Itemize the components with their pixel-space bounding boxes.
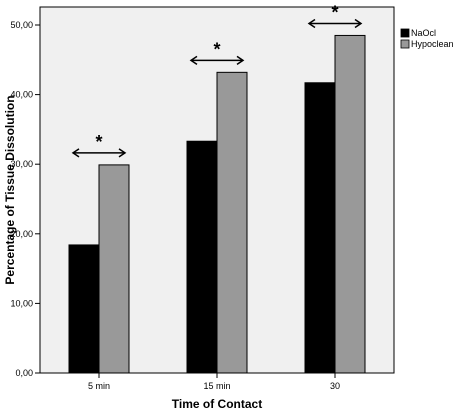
arrow-head-left	[71, 148, 80, 158]
y-tick-label: 10,00	[10, 298, 33, 308]
significance-star: *	[213, 39, 220, 59]
significance-star: *	[95, 132, 102, 152]
significance-star: *	[331, 2, 338, 22]
legend-swatch-hypoclean	[400, 39, 410, 49]
bar-hypoclean-2	[216, 71, 248, 374]
y-tick-label: 20,00	[10, 229, 33, 239]
x-axis: 5 min 15 min 30	[88, 373, 340, 391]
significance-annotations: * * *	[71, 2, 363, 158]
bars	[68, 34, 366, 374]
legend-swatch-naocl	[400, 28, 410, 38]
arrow-head-right	[118, 148, 127, 158]
y-axis: 0,00 10,00 20,00 30,00 40,00 50,00	[10, 20, 40, 378]
bar-hypoclean-3	[334, 34, 366, 374]
x-tick-label: 15 min	[203, 381, 230, 391]
y-axis-title: Percentage of Tissue Dissolution	[3, 95, 17, 284]
arrow-head-left	[307, 18, 316, 29]
bar-naocl-1	[68, 244, 100, 374]
x-tick-label: 30	[330, 381, 340, 391]
x-axis-title: Time of Contact	[172, 397, 262, 411]
y-tick-label: 40,00	[10, 90, 33, 100]
arrow-head-left	[189, 55, 198, 65]
bar-naocl-2	[186, 140, 218, 374]
bar-naocl-3	[304, 82, 336, 374]
y-tick-label: 30,00	[10, 159, 33, 169]
arrow-head-right	[236, 55, 245, 65]
y-tick-label: 50,00	[10, 20, 33, 30]
bar-hypoclean-1	[98, 164, 130, 374]
legend-label-naocl: NaOcl	[411, 28, 436, 38]
legend-label-hypoclean: Hypoclean	[411, 39, 454, 49]
arrow-head-right	[354, 18, 363, 29]
y-tick-label: 0,00	[15, 368, 33, 378]
x-tick-label: 5 min	[88, 381, 110, 391]
